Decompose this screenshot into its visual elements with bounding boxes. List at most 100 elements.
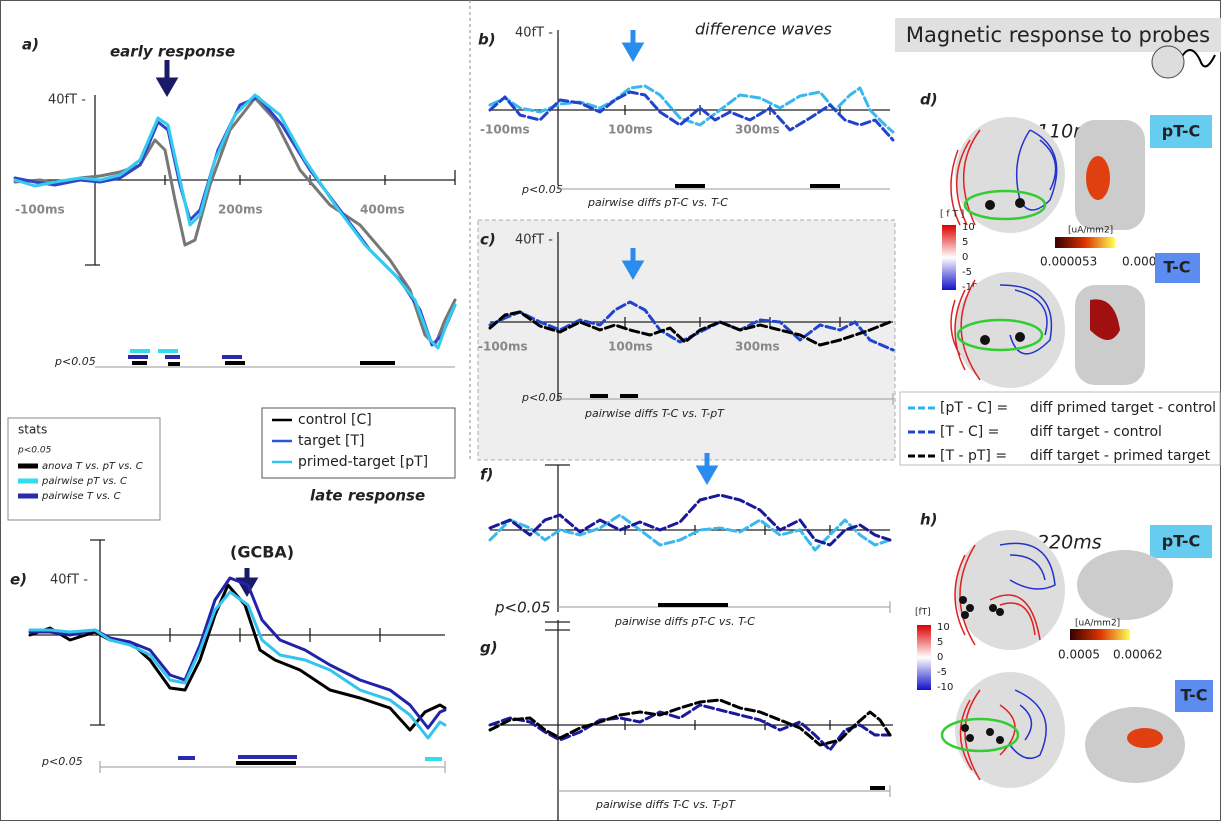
source-unit: [uA/mm2]: [1075, 619, 1120, 629]
legend-label: primed-target [pT]: [298, 454, 428, 470]
arrow: [626, 30, 640, 57]
arrow: [240, 568, 254, 592]
panel-label: h): [920, 511, 938, 529]
icon-head: [1152, 46, 1184, 78]
brain: [1075, 120, 1145, 230]
colorbar-tick: 0: [937, 652, 943, 663]
panel-label: f): [480, 466, 493, 484]
x-tick: 100ms: [608, 340, 653, 354]
source-blob: [1127, 728, 1163, 748]
x-tick: 300ms: [735, 340, 780, 354]
axes: [490, 465, 890, 612]
x-tick: 400ms: [360, 203, 405, 217]
tag: T-C: [1181, 686, 1208, 705]
icon-wave: [1180, 50, 1215, 66]
x-tick: 200ms: [218, 203, 263, 217]
wave: [490, 92, 893, 140]
annotation: (GCBA): [230, 543, 294, 562]
caption: pairwise diffs pT-C vs. T-C: [614, 615, 755, 628]
colorbar: [942, 225, 956, 290]
wave: [15, 95, 455, 348]
p-label: p<0.05: [494, 599, 551, 617]
panel-label: a): [22, 36, 39, 54]
tag: pT-C: [1162, 122, 1200, 141]
sig-bars: [178, 757, 442, 763]
source-unit: [uA/mm2]: [1068, 226, 1113, 236]
topomap: [955, 530, 1065, 650]
panel-c: c) 40fT - -100ms 100ms 300ms p<0.05 pair…: [478, 220, 895, 460]
stats-p: p<0.05: [17, 446, 52, 456]
source-min: 0.000053: [1040, 255, 1097, 269]
unit: [ f T ]: [940, 210, 964, 220]
diff-key: [T - C] =: [940, 424, 999, 440]
x-tick: -100ms: [480, 123, 530, 137]
diff-legend: [pT - C] = diff primed target - control [T…: [900, 392, 1220, 465]
panel-f: f) p<0.05 pairwise diffs pT-C vs. T-C: [480, 453, 890, 628]
colorbar-tick: 10: [962, 222, 975, 233]
panel-a: a) early response 40fT - -100ms 200ms 40…: [15, 36, 455, 369]
colorbar-tick: 0: [962, 252, 968, 263]
subtitle: difference waves: [695, 20, 832, 39]
legend-label: control [C]: [298, 412, 372, 428]
panel-g: g) pairwise diffs T-C vs. T-pT: [480, 620, 893, 821]
diff-key: [pT - C] =: [940, 400, 1008, 416]
wave: [30, 592, 445, 738]
scale-label: 40fT -: [50, 573, 88, 588]
stats-label: anova T vs. pT vs. C: [42, 461, 143, 472]
legend: control [C] target [T] primed-target [pT]: [262, 408, 455, 478]
caption: pairwise diffs T-C vs. T-pT: [584, 407, 725, 420]
colorbar-tick: -5: [962, 267, 972, 278]
topomap: [955, 672, 1065, 788]
panel-label: e): [10, 571, 27, 589]
panel-label: d): [920, 91, 938, 109]
colorbar-tick: 5: [962, 237, 968, 248]
colorbar: [917, 625, 931, 690]
colorbar-tick: -10: [937, 682, 953, 693]
topomap: [955, 272, 1065, 388]
legend-label: target [T]: [298, 433, 365, 449]
panel-label: g): [480, 639, 498, 657]
annotation: early response: [110, 43, 235, 61]
wave: [15, 97, 455, 345]
source-max: 0.00062: [1113, 648, 1163, 662]
source-colorbar: [1070, 629, 1130, 640]
x-tick: 300ms: [735, 123, 780, 137]
panel-e: e) 40fT - (GCBA) p<0.05: [10, 540, 445, 773]
scale-label: 40fT -: [515, 26, 553, 41]
diff-text: diff target - control: [1030, 424, 1162, 440]
colorbar-tick: -5: [937, 667, 947, 678]
caption: pairwise diffs T-C vs. T-pT: [595, 798, 736, 811]
panel-label: b): [478, 31, 496, 49]
source-min: 0.0005: [1058, 648, 1100, 662]
p-label: p<0.05: [54, 355, 96, 368]
source-colorbar: [1055, 237, 1115, 248]
x-tick: -100ms: [15, 203, 65, 217]
colorbar-tick: 5: [937, 637, 943, 648]
brain: [1077, 550, 1173, 620]
stats-title: stats: [18, 423, 47, 437]
tag: pT-C: [1162, 532, 1200, 551]
caption: pairwise diffs pT-C vs. T-C: [587, 196, 728, 209]
late-label: late response: [310, 487, 425, 505]
tag: T-C: [1164, 258, 1191, 277]
wave: [30, 585, 445, 730]
diff-text: diff primed target - control: [1030, 400, 1216, 416]
title: Magnetic response to probes: [906, 23, 1210, 47]
p-label: p<0.05: [41, 755, 83, 768]
figure: Magnetic response to probes difference w…: [0, 0, 1221, 821]
source-blob: [1086, 156, 1110, 200]
scale-label: 40fT -: [515, 233, 553, 248]
sig-bars: [128, 351, 395, 364]
x-tick: 100ms: [608, 123, 653, 137]
wave: [15, 98, 455, 345]
stats-label: pairwise T vs. C: [41, 491, 121, 502]
stats-box: stats p<0.05 anova T vs. pT vs. C pairwis…: [8, 418, 160, 520]
p-label: p<0.05: [521, 183, 563, 196]
x-tick: -100ms: [478, 340, 528, 354]
stats-label: pairwise pT vs. C: [41, 476, 127, 487]
p-axis: [558, 785, 890, 797]
